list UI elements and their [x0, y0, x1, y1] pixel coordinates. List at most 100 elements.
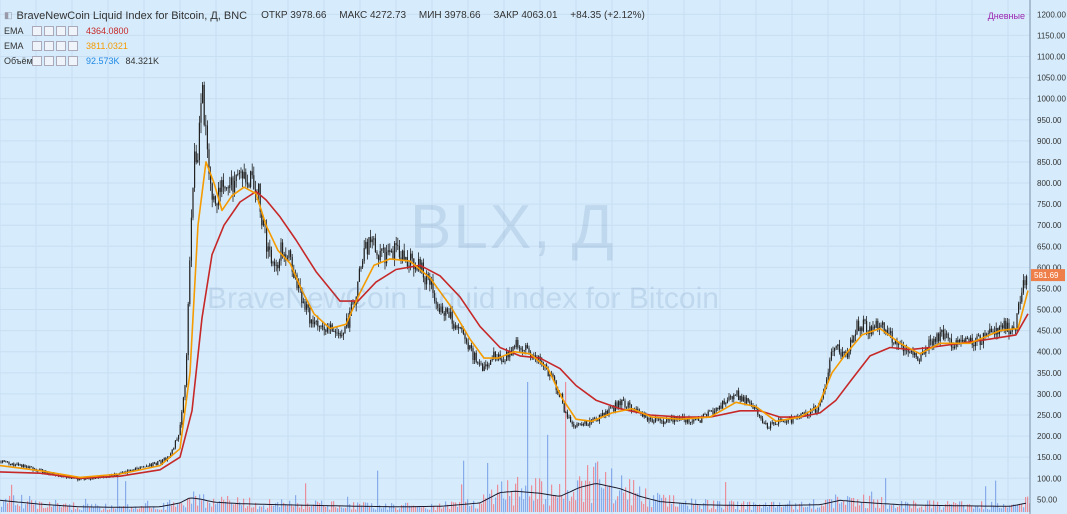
- settings-icon[interactable]: [44, 25, 54, 36]
- volume-bar: [231, 503, 233, 512]
- volume-bar: [987, 508, 989, 512]
- interval-label[interactable]: Дневные: [987, 11, 1025, 21]
- volume-bar: [955, 503, 957, 512]
- candle-body: [19, 464, 21, 466]
- candle-body: [954, 346, 956, 348]
- candle-body: [141, 466, 143, 468]
- volume-bar: [181, 503, 183, 512]
- candle-body: [422, 262, 424, 278]
- candle-body: [928, 339, 930, 351]
- candle-body: [200, 103, 202, 123]
- volume-bar: [673, 495, 675, 512]
- settings-icon[interactable]: [44, 40, 54, 51]
- volume-bar: [493, 504, 495, 512]
- source-icon[interactable]: [56, 55, 66, 66]
- volume-bar: [155, 509, 157, 512]
- indicator-ema-2[interactable]: EMA 3811.0321: [4, 38, 645, 53]
- candle-body: [563, 403, 565, 413]
- candle-body: [314, 321, 316, 325]
- volume-bar: [467, 499, 469, 512]
- volume-bar: [965, 509, 967, 512]
- volume-bar: [61, 507, 63, 512]
- candle-body: [890, 331, 892, 333]
- volume-bar: [15, 505, 17, 512]
- candle-body: [11, 463, 13, 466]
- candle-body: [486, 364, 488, 367]
- candle-body: [453, 323, 455, 329]
- eye-icon[interactable]: [32, 55, 42, 66]
- source-icon[interactable]: [56, 40, 66, 51]
- candle-body: [534, 355, 536, 358]
- indicator-value-2: 84.321K: [125, 55, 160, 66]
- volume-bar: [287, 504, 289, 512]
- indicator-ema-1[interactable]: EMA 4364.0800: [4, 23, 645, 38]
- symbol-title[interactable]: BraveNewCoin Liquid Index for Bitcoin, Д…: [16, 9, 248, 22]
- volume-bar: [911, 508, 913, 512]
- volume-bar: [131, 507, 133, 512]
- candle-body: [61, 476, 63, 478]
- candle-body: [286, 258, 288, 260]
- candle-body: [130, 470, 132, 471]
- volume-bar: [677, 506, 679, 512]
- candle-body: [931, 340, 933, 346]
- collapse-icon[interactable]: ◧: [4, 10, 13, 20]
- close-icon[interactable]: [68, 25, 78, 36]
- candle-body: [253, 175, 255, 190]
- volume-bar: [789, 500, 791, 512]
- volume-bar: [473, 500, 475, 512]
- volume-bar: [291, 505, 293, 512]
- volume-bar: [229, 500, 231, 512]
- candle-body: [910, 350, 912, 353]
- candle-body: [363, 248, 365, 262]
- volume-bar: [299, 507, 301, 512]
- volume-bar: [455, 502, 457, 512]
- candle-body: [968, 338, 970, 342]
- volume-bar: [801, 501, 803, 512]
- y-tick-label: 850.00: [1037, 158, 1062, 167]
- source-icon[interactable]: [56, 25, 66, 36]
- volume-bar: [207, 501, 209, 512]
- candle-body: [862, 319, 864, 332]
- candle-body: [360, 267, 362, 269]
- volume-bar: [43, 508, 45, 512]
- candle-body: [381, 248, 383, 251]
- volume-bar: [925, 504, 927, 512]
- volume-bar: [401, 505, 403, 512]
- candle-body: [283, 254, 285, 257]
- volume-bar: [837, 496, 839, 512]
- candle-body: [611, 407, 613, 409]
- candle-body: [666, 419, 668, 422]
- gridlines: [0, 0, 1030, 514]
- last-price-label: 581.69: [1034, 271, 1059, 280]
- candle-body: [461, 328, 463, 329]
- volume-bar: [825, 499, 827, 512]
- candle-body: [821, 397, 823, 403]
- close-icon[interactable]: [68, 40, 78, 51]
- volume-bar: [27, 501, 29, 512]
- volume-bar: [641, 501, 643, 512]
- volume-bar: [237, 497, 239, 512]
- close-icon[interactable]: [68, 55, 78, 66]
- eye-icon[interactable]: [32, 40, 42, 51]
- candle-body: [834, 347, 836, 352]
- volume-bar: [447, 504, 449, 512]
- volume-bar: [949, 504, 951, 512]
- candle-body: [198, 122, 200, 161]
- eye-icon[interactable]: [32, 25, 42, 36]
- volume-bar: [737, 501, 739, 512]
- volume-bar: [103, 508, 105, 512]
- indicator-volume[interactable]: Объём 92.573K 84.321K: [4, 53, 645, 68]
- price-axis: 50.00 100.00 150.00 200.00 250.00 300.00 350.0…: [1029, 0, 1067, 514]
- volume-bar: [611, 468, 613, 512]
- candle-body: [451, 311, 453, 324]
- volume-bar: [879, 508, 881, 512]
- candle-body: [963, 340, 965, 343]
- candle-body: [1014, 329, 1016, 331]
- candle-body: [573, 424, 575, 427]
- candle-body: [659, 418, 661, 421]
- candle-body: [958, 339, 960, 345]
- settings-icon[interactable]: [44, 55, 54, 66]
- volume-bar: [675, 506, 677, 512]
